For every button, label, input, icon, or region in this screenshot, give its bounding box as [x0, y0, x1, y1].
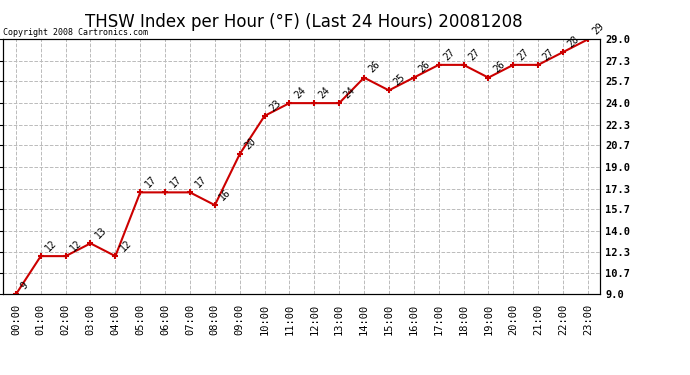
Text: 17: 17 [193, 174, 208, 190]
Text: 27: 27 [541, 47, 556, 62]
Text: 27: 27 [466, 47, 482, 62]
Text: 29: 29 [591, 21, 606, 37]
Text: 12: 12 [43, 238, 59, 254]
Text: THSW Index per Hour (°F) (Last 24 Hours) 20081208: THSW Index per Hour (°F) (Last 24 Hours)… [85, 13, 522, 31]
Text: 9: 9 [19, 280, 30, 292]
Text: 24: 24 [342, 85, 357, 100]
Text: 27: 27 [442, 47, 457, 62]
Text: 27: 27 [516, 47, 531, 62]
Text: 24: 24 [317, 85, 333, 100]
Text: 16: 16 [217, 187, 233, 202]
Text: 17: 17 [143, 174, 159, 190]
Text: 28: 28 [566, 34, 581, 50]
Text: 20: 20 [242, 136, 258, 152]
Text: 26: 26 [367, 60, 382, 75]
Text: 23: 23 [267, 98, 283, 113]
Text: 12: 12 [68, 238, 83, 254]
Text: 26: 26 [491, 60, 506, 75]
Text: Copyright 2008 Cartronics.com: Copyright 2008 Cartronics.com [3, 28, 148, 37]
Text: 26: 26 [417, 60, 432, 75]
Text: 24: 24 [293, 85, 308, 100]
Text: 12: 12 [118, 238, 134, 254]
Text: 17: 17 [168, 174, 184, 190]
Text: 25: 25 [392, 72, 407, 88]
Text: 13: 13 [93, 225, 108, 241]
